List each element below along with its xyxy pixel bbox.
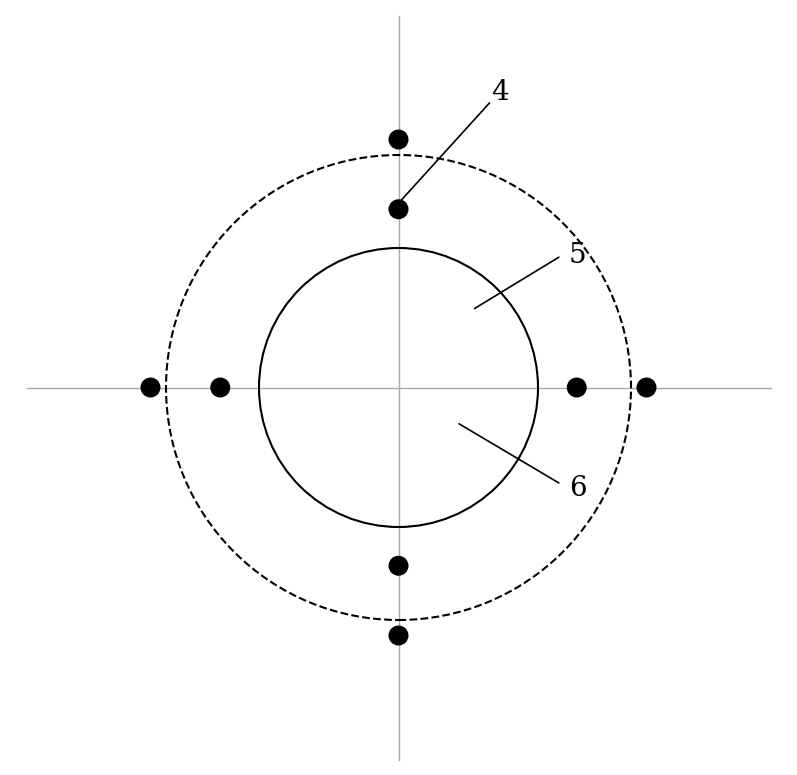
Circle shape xyxy=(567,378,586,397)
Text: 4: 4 xyxy=(492,80,509,106)
Text: 6: 6 xyxy=(569,475,587,501)
Circle shape xyxy=(211,378,230,397)
Circle shape xyxy=(389,130,408,149)
Circle shape xyxy=(389,556,408,575)
Circle shape xyxy=(389,626,408,645)
Circle shape xyxy=(389,200,408,219)
Circle shape xyxy=(141,378,160,397)
Text: 5: 5 xyxy=(569,243,587,269)
Circle shape xyxy=(637,378,656,397)
